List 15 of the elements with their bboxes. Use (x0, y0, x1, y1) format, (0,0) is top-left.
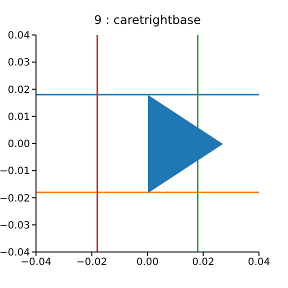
y-tick-label: −0.02 (0, 193, 30, 204)
x-tick-label: 0.04 (248, 257, 270, 268)
x-tick-label: −0.02 (76, 257, 108, 268)
y-tick-label: 0.01 (8, 112, 30, 123)
chart-title: 9 : caretrightbase (93, 13, 202, 27)
y-tick-label: 0.02 (8, 84, 30, 96)
y-tick-label: −0.01 (0, 166, 30, 178)
y-tick-label: 0.03 (8, 58, 30, 69)
x-tick-label: −0.04 (20, 257, 52, 268)
y-tick-label: 0.00 (8, 139, 30, 150)
x-tick-label: 0.00 (136, 257, 159, 268)
y-tick-label: −0.03 (0, 220, 30, 232)
y-tick-label: −0.04 (0, 248, 30, 259)
y-tick-label: 0.04 (8, 30, 30, 42)
x-tick-label: 0.02 (192, 257, 214, 268)
